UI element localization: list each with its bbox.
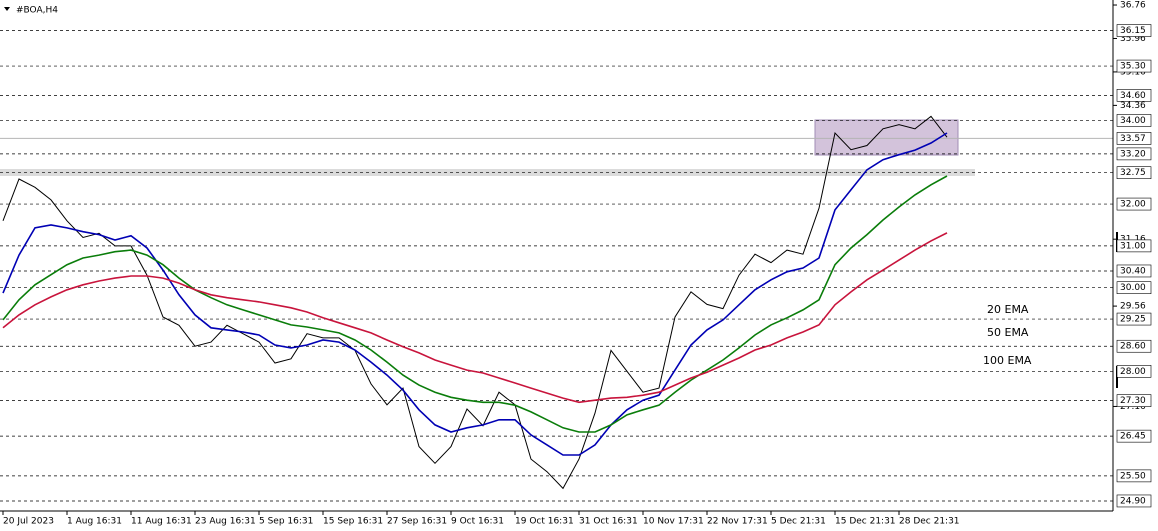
level-label-box [1116,166,1152,180]
level-label-box [1116,339,1152,353]
level-label: 28.00 [1120,367,1146,377]
level-label: 26.45 [1120,432,1146,442]
legend-label: 50 EMA [987,326,1029,339]
x-tick-label: 11 Aug 16:31 [131,517,192,527]
level-label: 24.90 [1120,496,1146,506]
level-label-box [1116,264,1152,278]
level-label-box [1116,394,1152,407]
level-label-box [1116,365,1152,378]
x-tick-label: 1 Aug 16:31 [67,517,122,527]
plot-area [0,30,1113,502]
x-tick-label: 5 Sep 16:31 [259,517,313,527]
level-label: 34.00 [1120,116,1146,126]
level-label: 31.00 [1120,241,1146,251]
level-label: 28.60 [1120,342,1146,352]
level-label: 35.30 [1120,62,1146,72]
level-label-box [1116,89,1152,102]
x-tick-label: 15 Dec 21:31 [835,517,896,527]
x-tick-label: 22 Nov 17:31 [707,517,768,527]
x-tick-label: 10 Nov 17:31 [643,517,704,527]
chart-title: #BOA,H4 [16,6,58,16]
x-tick-label: 28 Dec 21:31 [899,517,960,527]
legend-label: 20 EMA [987,303,1029,316]
legend-label: 100 EMA [983,354,1032,367]
ema-line [2,232,948,404]
level-label-box [1116,147,1152,161]
last-price-label: 33.57 [1120,134,1146,144]
y-tick-label: 27.16 [1120,402,1146,412]
x-tick-label: 15 Sep 16:31 [323,517,383,527]
level-label: 32.75 [1120,168,1146,178]
ema-line [2,175,948,433]
y-tick-label: 35.96 [1120,34,1146,44]
price-line [2,115,948,490]
level-label-box [1116,494,1152,508]
level-label: 30.00 [1120,283,1146,293]
level-label-box [1116,469,1152,483]
level-label-box [1116,239,1152,253]
x-tick-label: 31 Oct 16:31 [579,517,638,527]
y-tick-label: 34.36 [1120,101,1146,111]
level-label: 33.20 [1120,149,1146,159]
x-tick-label: 23 Aug 16:31 [195,517,256,527]
level-label: 32.00 [1120,200,1146,210]
x-tick-label: 27 Sep 16:31 [387,517,447,527]
last-price-box [1116,132,1152,145]
level-label: 36.15 [1120,26,1146,36]
y-tick-label: 36.76 [1120,1,1146,11]
x-tick-label: 5 Dec 21:31 [771,517,826,527]
level-label-box [1116,114,1152,127]
level-label-box [1116,312,1152,326]
level-label-box [1116,24,1152,37]
x-tick-label: 20 Jul 2023 [3,517,54,527]
level-label: 34.60 [1120,91,1146,101]
ema-line [2,132,948,456]
level-label-box [1116,59,1152,73]
x-tick-label: 9 Oct 16:31 [451,517,504,527]
level-label: 29.25 [1120,315,1146,325]
level-label: 30.40 [1120,266,1146,276]
level-label-box [1116,429,1152,443]
level-label: 25.50 [1120,471,1146,481]
y-tick-label: 29.56 [1120,302,1146,312]
y-tick-label: 35.16 [1120,67,1146,77]
menu-arrow[interactable] [4,7,10,11]
level-label: 27.30 [1120,396,1146,406]
x-tick-label: 19 Oct 16:31 [515,517,574,527]
range-box [814,119,959,156]
level-label-box [1116,281,1152,294]
level-label-box [1116,197,1152,211]
